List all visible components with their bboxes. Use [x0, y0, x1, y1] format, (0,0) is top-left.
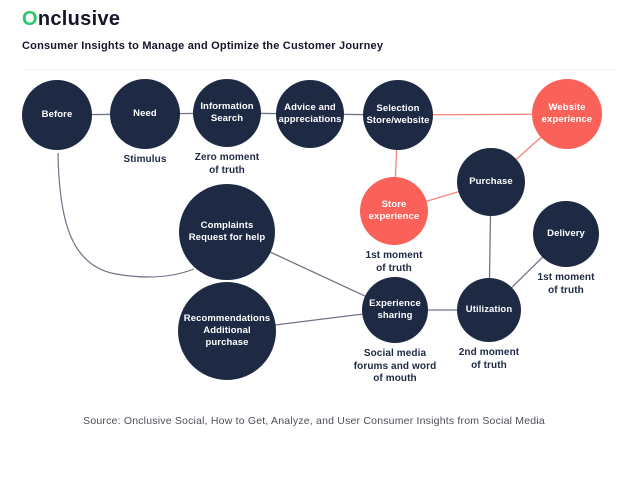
- node-store-experience: Store experience: [360, 177, 428, 245]
- node-purchase: Purchase: [457, 148, 525, 216]
- sub-label-utilization: 2nd moment of truth: [458, 347, 520, 371]
- sub-label-store-experience: 1st moment of truth: [365, 250, 423, 274]
- node-recommendations: Recommendations Additional purchase: [178, 282, 276, 380]
- sub-label-delivery: 1st moment of truth: [537, 272, 595, 296]
- logo-o-icon: O: [22, 8, 38, 30]
- node-need: Need: [110, 79, 180, 149]
- node-before: Before: [22, 80, 92, 150]
- logo-wordmark: nclusive: [37, 8, 121, 30]
- connector-before-complaints: [57, 152, 195, 278]
- sub-label-information-search: Zero moment of truth: [194, 152, 260, 176]
- node-experience-sharing: Experience sharing: [362, 277, 428, 343]
- node-utilization: Utilization: [457, 278, 521, 342]
- logo: Onclusive: [22, 8, 120, 31]
- node-website-experience: Website experience: [532, 79, 602, 149]
- page-title: Consumer Insights to Manage and Optimize…: [22, 40, 384, 52]
- node-information-search: Information Search: [193, 79, 261, 147]
- node-selection-store-website: Selection Store/website: [363, 80, 433, 150]
- sub-label-experience-sharing: Social media forums and word of mouth: [353, 348, 437, 384]
- node-complaints: Complaints Request for help: [179, 184, 275, 280]
- source-caption: Source: Onclusive Social, How to Get, An…: [83, 415, 545, 427]
- node-delivery: Delivery: [533, 201, 599, 267]
- divider-line: [25, 69, 615, 70]
- node-advice-appreciations: Advice and appreciations: [276, 80, 344, 148]
- sub-label-need: Stimulus: [123, 154, 167, 165]
